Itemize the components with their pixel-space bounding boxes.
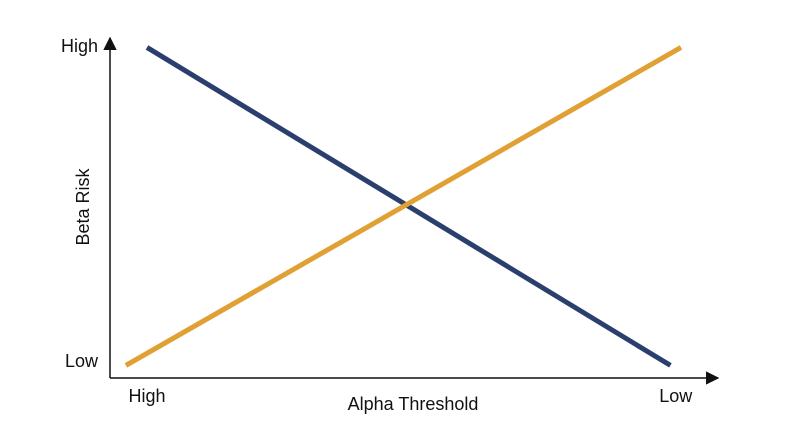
x-tick-label: Low bbox=[659, 386, 693, 406]
series-line bbox=[124, 45, 683, 368]
y-tick-label: High bbox=[61, 36, 98, 56]
x-axis-title: Alpha Threshold bbox=[348, 394, 479, 414]
x-tick-label: High bbox=[128, 386, 165, 406]
series-line bbox=[145, 45, 672, 368]
y-tick-label: Low bbox=[65, 351, 99, 371]
y-axis-title: Beta Risk bbox=[73, 167, 93, 245]
